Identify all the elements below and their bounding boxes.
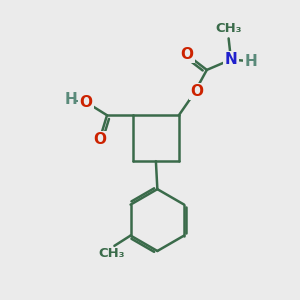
Text: H: H: [244, 54, 257, 69]
Text: O: O: [180, 47, 193, 62]
Text: O: O: [93, 132, 106, 147]
Text: CH₃: CH₃: [99, 247, 125, 260]
Text: -: -: [74, 93, 81, 108]
Text: O: O: [79, 94, 92, 110]
Text: CH₃: CH₃: [215, 22, 242, 35]
Text: N: N: [225, 52, 237, 67]
Text: O: O: [190, 84, 204, 99]
Text: H: H: [64, 92, 77, 107]
